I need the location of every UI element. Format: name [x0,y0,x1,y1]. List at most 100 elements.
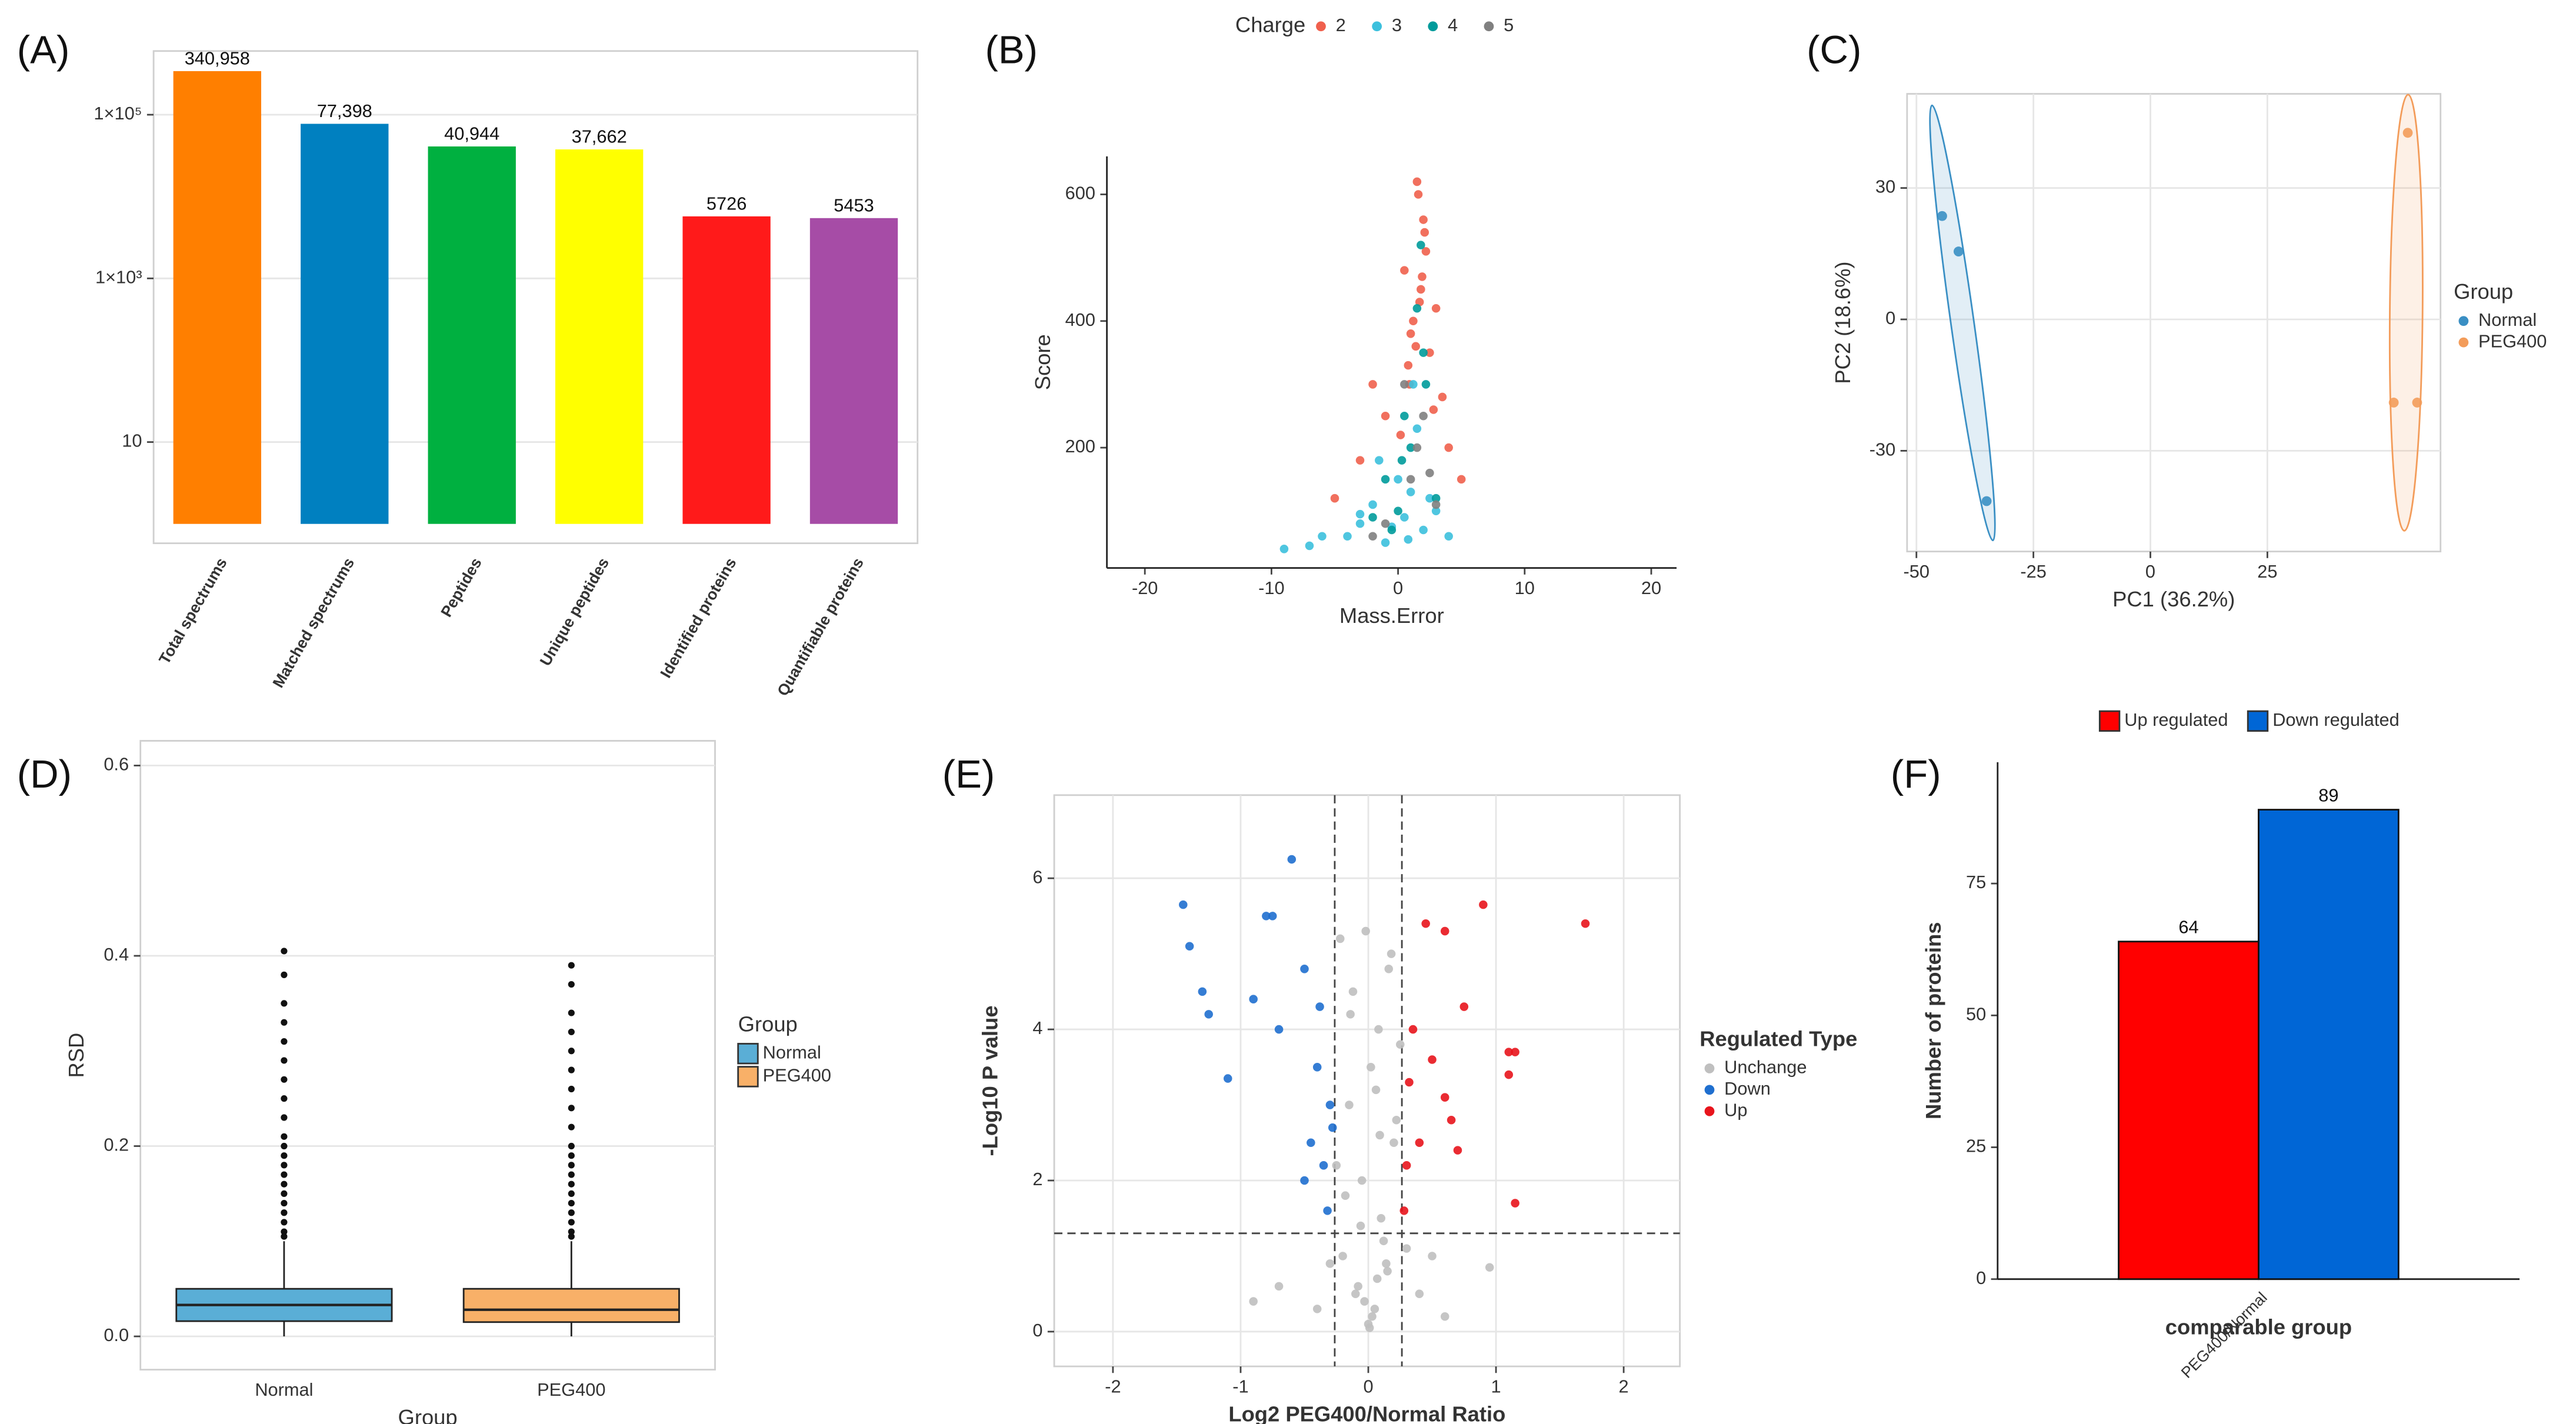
point [1249,1297,1258,1306]
outlier [568,1152,575,1159]
bar [682,216,771,524]
point [1300,1176,1309,1185]
legend-swatch [2098,710,2121,732]
x-axis-title: comparable group [2165,1315,2352,1339]
legend-swatch [1372,21,1382,32]
point [1348,987,1358,996]
y-tick-label: 200 [1065,436,1095,456]
point [1367,1063,1375,1072]
point [1351,1289,1360,1298]
point [1444,443,1453,452]
point [1404,361,1413,370]
legend-label: 3 [1392,15,1402,35]
outlier [568,1171,575,1178]
point [1355,456,1365,465]
y-tick-label: 0.2 [104,1135,129,1155]
point [1400,266,1409,275]
point [1428,1055,1437,1064]
point [1274,1282,1284,1291]
panel-label: (E) [942,752,995,796]
point [1412,304,1422,313]
point [1431,500,1441,509]
point [1274,1025,1284,1034]
point [1404,535,1413,544]
outlier [568,1228,575,1235]
point [1937,211,1947,221]
point [1421,247,1431,256]
point [1414,190,1423,199]
outlier [568,981,575,988]
point [1425,468,1434,478]
point [1400,380,1409,389]
outlier [281,1209,288,1216]
point [1412,443,1422,452]
value-label: 5726 [707,193,747,214]
point [1453,1146,1462,1155]
x-tick-label: -1 [1232,1376,1248,1397]
point [1409,316,1418,326]
y-tick-label: 600 [1065,183,1095,204]
outlier [281,1190,288,1198]
point [1485,1263,1494,1272]
point [1356,1221,1365,1230]
legend-label: Down [1724,1078,1771,1099]
point [1400,513,1409,522]
point [1315,1002,1324,1011]
point [1408,1025,1418,1034]
point [1381,538,1390,547]
point [1440,926,1449,936]
outlier [568,1085,575,1093]
point [1204,1010,1213,1019]
legend-swatch [1316,21,1326,32]
point [1418,272,1427,281]
panel-label: (C) [1807,28,1861,72]
point [1328,1123,1337,1132]
legend-swatch [1704,1085,1715,1095]
y-tick-label: 2 [1032,1169,1042,1189]
y-tick-label: 75 [1966,872,1986,892]
bar [2258,809,2400,1280]
point [1325,1100,1335,1109]
outlier [281,1114,288,1121]
y-axis-title: RSD [64,1033,88,1078]
y-axis-title: PC2 (18.6%) [1831,261,1855,383]
point [1279,545,1289,553]
y-tick-label: 4 [1032,1018,1042,1038]
legend-title: Group [2454,279,2513,304]
x-tick-label: Quantifiable proteins [774,555,867,699]
outlier [281,1038,288,1045]
legend-swatch [2247,710,2269,732]
value-label: 40,944 [444,124,499,144]
point [1419,348,1428,357]
confidence-ellipse [2388,94,2424,532]
x-tick-label: -20 [1132,578,1158,598]
point [2402,128,2413,138]
x-tick-label: -10 [1258,578,1284,598]
point [1335,934,1345,943]
y-tick-label: 6 [1032,866,1042,887]
legend-label: 4 [1448,15,1458,35]
outlier [281,1171,288,1178]
outlier [281,1095,288,1102]
outlier [281,1057,288,1064]
legend-swatch [737,1043,759,1065]
bar [2118,941,2260,1280]
x-tick-label: 0 [2145,561,2155,582]
y-tick-label: 0 [1976,1268,1986,1288]
point [1323,1206,1332,1215]
legend-title: Charge [1235,12,1305,36]
legend-label: Normal [2478,309,2537,330]
point [1406,443,1415,452]
point [1287,855,1297,864]
legend-label: Unchange [1724,1057,1807,1078]
point [1346,1010,1355,1019]
point [1319,1161,1328,1170]
point [1387,949,1396,958]
x-tick-label: 10 [1515,578,1535,598]
point [1438,392,1447,402]
legend-title: Regulated Type [1699,1026,1857,1051]
legend-label: 2 [1336,15,1346,35]
point [1402,1161,1411,1170]
point [1223,1074,1232,1083]
x-axis-title: Mass.Error [1339,603,1444,628]
